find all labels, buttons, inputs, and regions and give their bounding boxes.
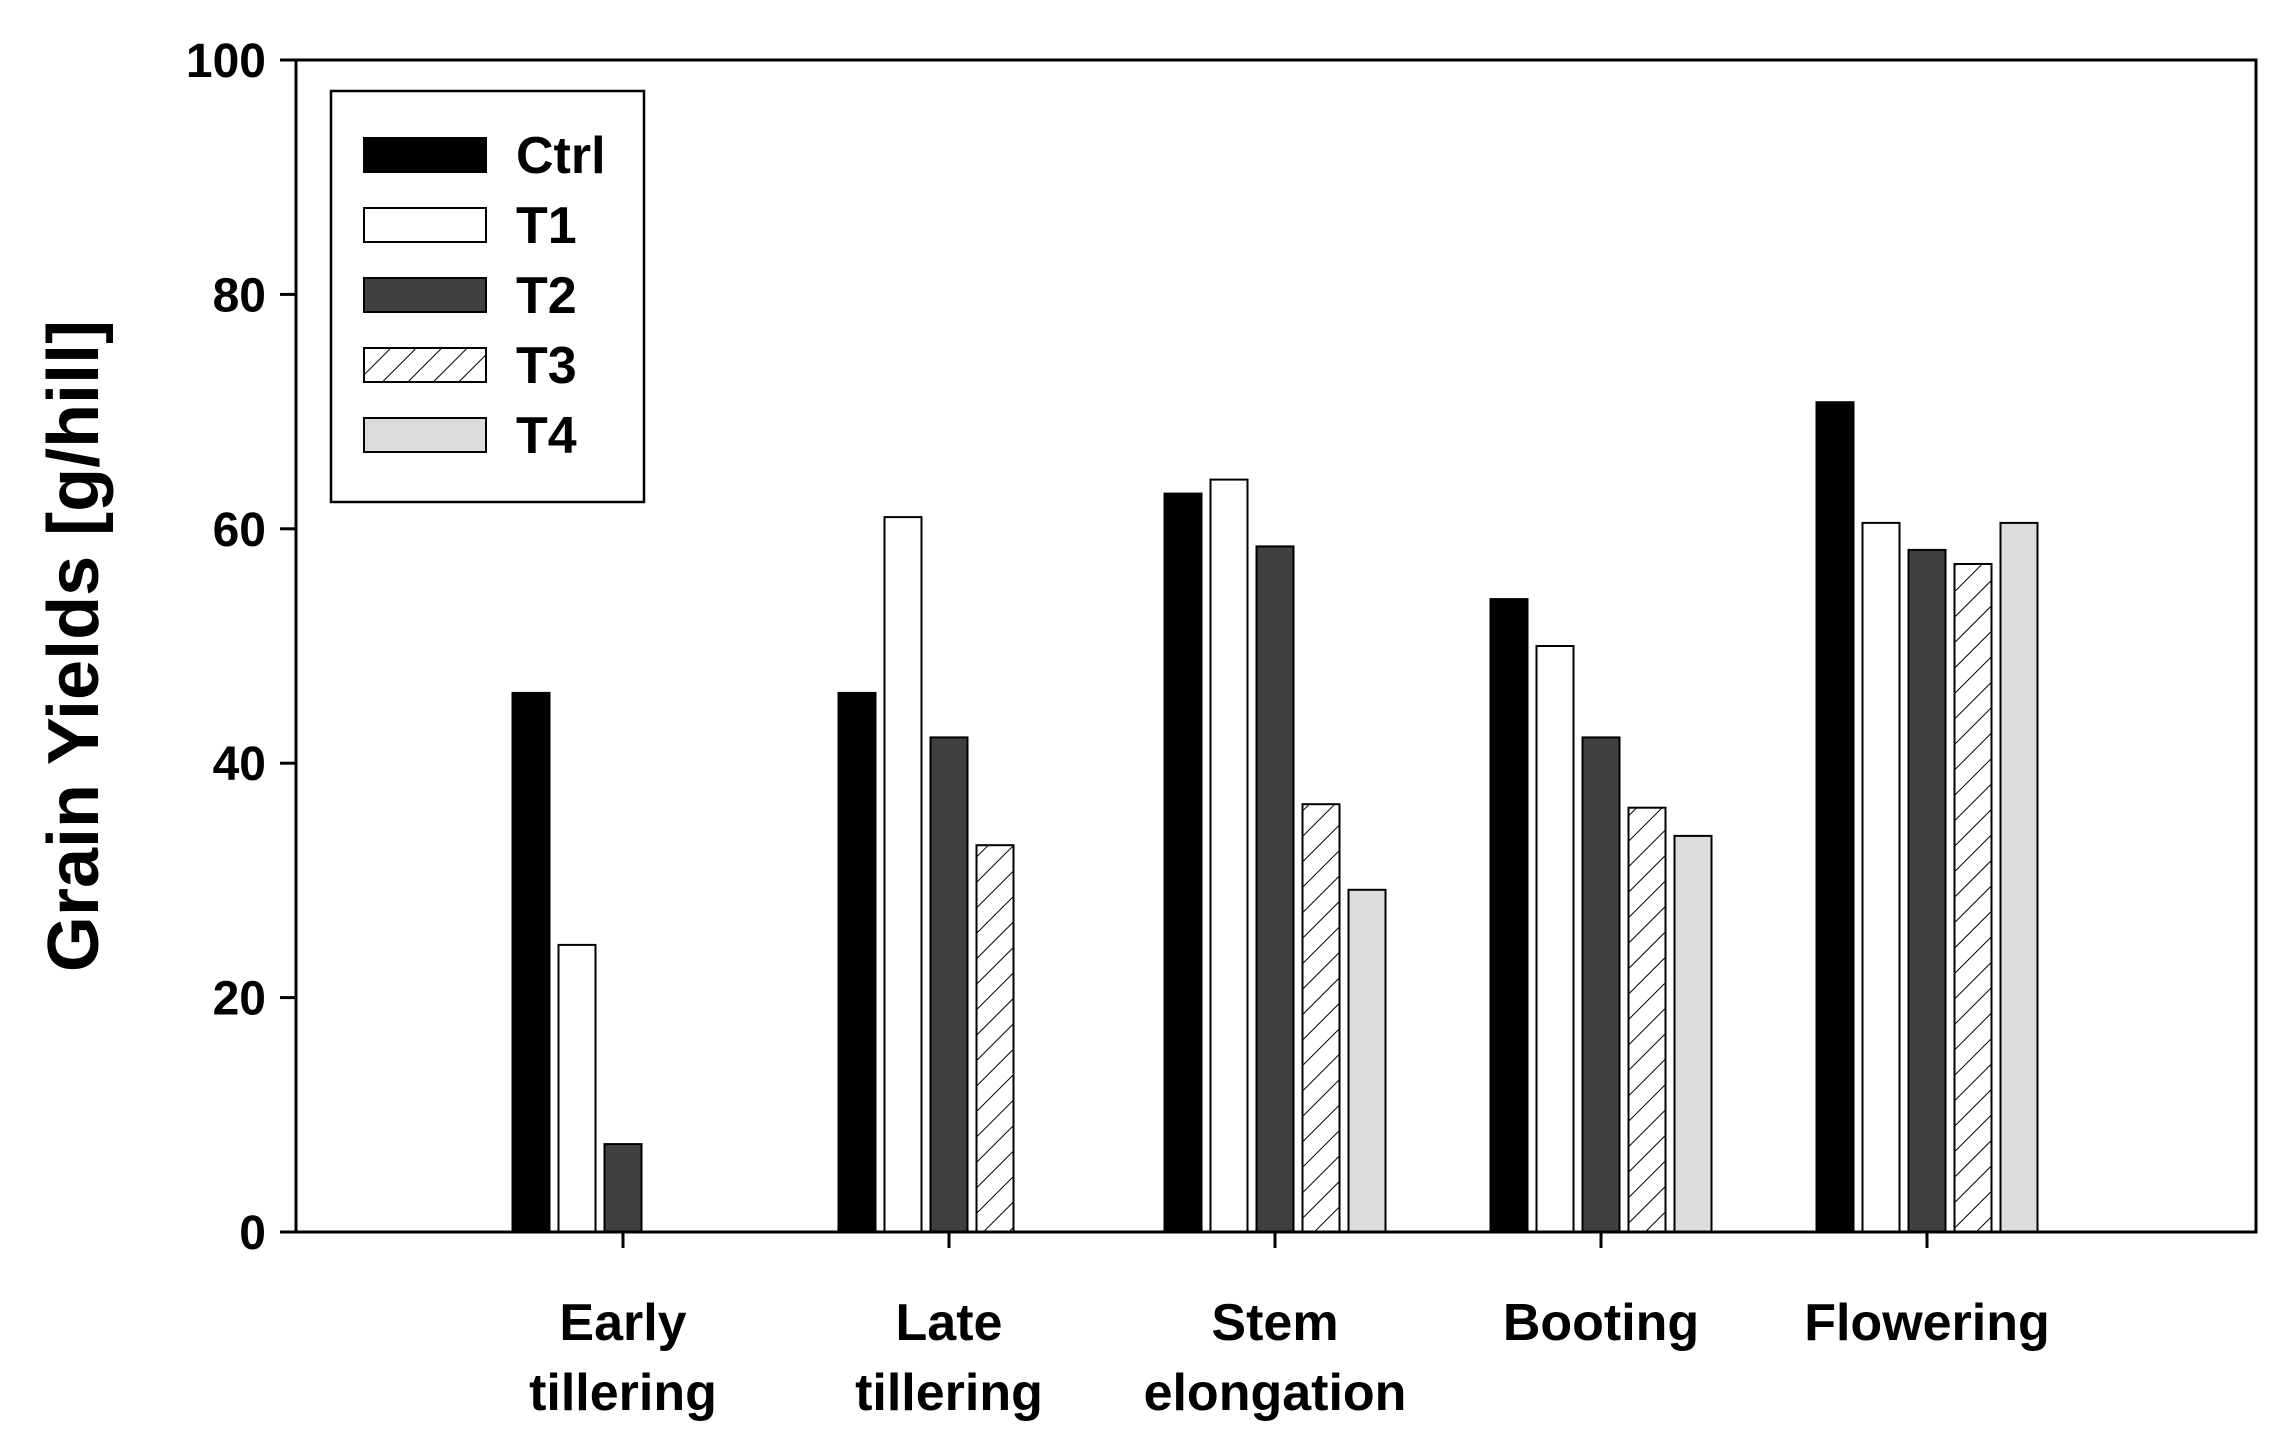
bar-t2-1 xyxy=(603,1143,643,1233)
legend-swatch-t3 xyxy=(363,347,487,383)
bar-t4-4 xyxy=(1673,834,1713,1234)
bar-t4-3 xyxy=(1347,888,1387,1233)
bar-t3-2 xyxy=(975,844,1015,1233)
x-tick-label: Late tillering xyxy=(855,1294,1043,1422)
y-tick-label: 40 xyxy=(213,738,266,791)
y-tick-label: 20 xyxy=(213,973,266,1026)
y-tick-label: 100 xyxy=(186,35,266,88)
x-tick-label: Flowering xyxy=(1804,1294,2050,1352)
legend: Ctrl T1 T2 T3 T4 xyxy=(329,89,646,504)
bar-t1-1 xyxy=(557,943,597,1234)
y-axis-label: Grain Yields [g/hill] xyxy=(34,320,114,972)
x-tick-label: Stem elongation xyxy=(1144,1294,1407,1422)
legend-swatch-t1 xyxy=(363,207,487,243)
y-tick-label: 60 xyxy=(213,504,266,557)
x-tick-label: Early tillering xyxy=(529,1294,717,1422)
bar-ctrl-4 xyxy=(1489,598,1529,1233)
y-axis: 0 20 40 60 80 100 xyxy=(186,35,296,1260)
bar-t3-5 xyxy=(1953,563,1993,1233)
bar-t3-4 xyxy=(1627,806,1667,1233)
legend-swatch-ctrl xyxy=(363,137,487,173)
y-tick-label: 80 xyxy=(213,269,266,322)
legend-swatch-t4 xyxy=(363,417,487,453)
bar-t1-3 xyxy=(1209,478,1249,1234)
bar-t3-3 xyxy=(1301,803,1341,1233)
bars-layer xyxy=(511,401,2039,1234)
bar-t2-2 xyxy=(929,736,969,1234)
bar-ctrl-2 xyxy=(837,691,877,1233)
bar-t1-4 xyxy=(1535,645,1575,1233)
bar-t1-2 xyxy=(883,516,923,1233)
x-tick-label: Booting xyxy=(1503,1294,1699,1352)
bar-t2-4 xyxy=(1581,736,1621,1234)
bar-t1-5 xyxy=(1861,521,1901,1233)
x-axis: Early tillering Late tillering Stem elongatio… xyxy=(529,1232,2050,1422)
bar-ctrl-3 xyxy=(1163,492,1203,1234)
bar-t2-5 xyxy=(1907,548,1947,1233)
bar-t2-3 xyxy=(1255,545,1295,1233)
bar-ctrl-1 xyxy=(511,691,551,1233)
legend-label-t1: T1 xyxy=(516,197,577,255)
legend-label-t2: T2 xyxy=(516,267,577,325)
legend-label-t3: T3 xyxy=(516,337,577,395)
bar-t4-5 xyxy=(1999,521,2039,1233)
bar-ctrl-5 xyxy=(1815,401,1855,1233)
legend-label-ctrl: Ctrl xyxy=(516,127,606,185)
legend-swatch-t2 xyxy=(363,277,487,313)
y-tick-label: 0 xyxy=(239,1207,266,1260)
legend-label-t4: T4 xyxy=(516,407,577,465)
